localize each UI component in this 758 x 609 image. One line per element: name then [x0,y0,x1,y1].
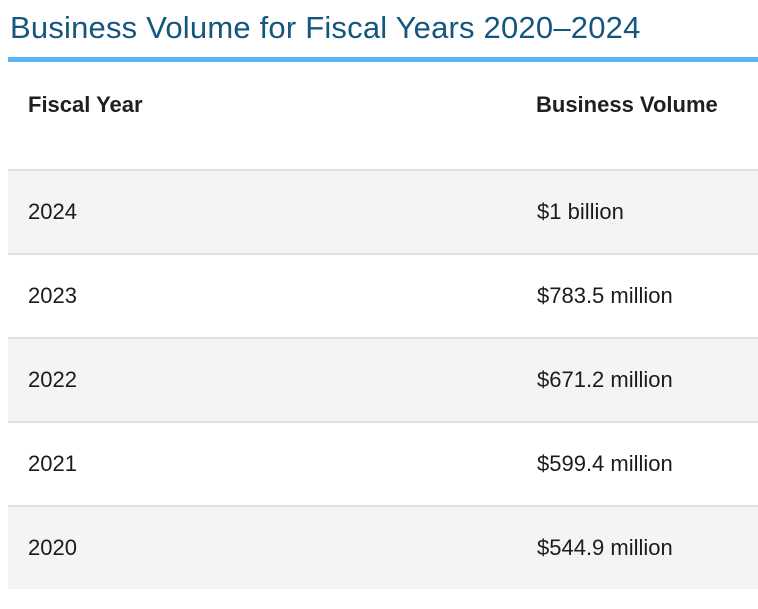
business-volume-cell: $599.4 million [537,451,673,476]
business-volume-cell: $671.2 million [537,367,673,392]
business-volume-table: Fiscal Year Business Volume 2024 $1 bill… [8,62,758,589]
column-header-business-volume: Business Volume [536,92,718,117]
table-header-row: Fiscal Year Business Volume [8,62,758,170]
fiscal-year-cell: 2024 [28,199,77,224]
fiscal-year-cell: 2020 [28,535,77,560]
fiscal-year-cell: 2021 [28,451,77,476]
business-volume-cell: $1 billion [537,199,624,224]
fiscal-year-cell: 2022 [28,367,77,392]
page-title: Business Volume for Fiscal Years 2020–20… [10,10,641,45]
table-row: 2023 $783.5 million [8,254,758,338]
table-row: 2022 $671.2 million [8,338,758,422]
business-volume-cell: $544.9 million [537,535,673,560]
table-row: 2024 $1 billion [8,170,758,254]
table-row: 2020 $544.9 million [8,506,758,589]
column-header-fiscal-year: Fiscal Year [28,92,143,117]
fiscal-year-cell: 2023 [28,283,77,308]
table-row: 2021 $599.4 million [8,422,758,506]
page-header: Business Volume for Fiscal Years 2020–20… [8,0,758,62]
business-volume-cell: $783.5 million [537,283,673,308]
